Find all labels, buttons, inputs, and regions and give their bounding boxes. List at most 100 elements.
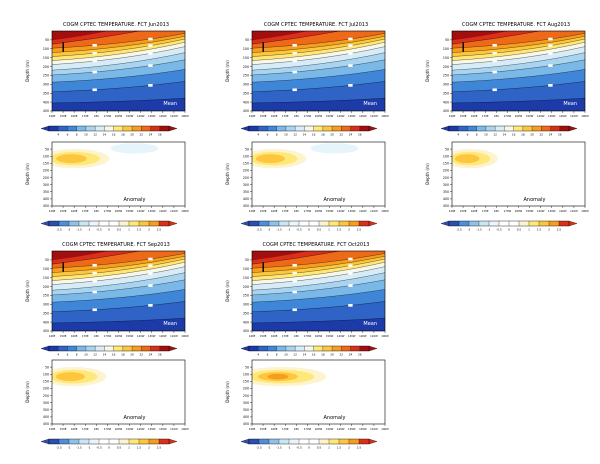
y-tick-label: 100: [43, 372, 49, 376]
contour-line: [52, 253, 185, 269]
colorbar-label: 26: [158, 353, 162, 357]
y-tick-label: 200: [443, 169, 449, 173]
y-axis-label: Depth (m): [25, 60, 30, 82]
contour-label-box: [548, 84, 553, 87]
y-tick-label: 450: [443, 109, 449, 113]
x-tick-label: 140W: [537, 114, 545, 118]
x-tick-label: 120W: [159, 427, 167, 431]
plot-marker: [462, 42, 464, 52]
colorbar-label: 2.5: [557, 228, 562, 232]
contour-label-box: [92, 271, 97, 275]
colorbar-left-arrow: [240, 438, 250, 445]
colorbar-label: 2: [348, 228, 350, 232]
x-tick-label: 150E: [460, 209, 467, 213]
colorbar-label: 0: [308, 446, 310, 450]
colorbar-segment: [259, 221, 269, 226]
colorbar-segment: [322, 126, 333, 131]
x-tick-label: 140W: [137, 114, 145, 118]
colorbar-label: -2.5: [56, 446, 62, 450]
panel-annotation: Anomaly: [323, 197, 345, 203]
x-tick-label: 170W: [504, 209, 512, 213]
x-tick-label: 150W: [126, 114, 134, 118]
x-tick-label: 150E: [260, 427, 267, 431]
contour-label-box: [148, 52, 153, 55]
contour-line: [52, 262, 185, 281]
contour-fill-band: [52, 31, 108, 41]
x-tick-label: 170E: [282, 209, 289, 213]
x-tick-label: 180: [494, 209, 499, 213]
colorbar-segment: [249, 346, 259, 351]
x-tick-label: 100W: [581, 114, 589, 118]
colorbar-label: 6: [67, 353, 69, 357]
colorbar-label: 26: [158, 133, 162, 137]
colorbar-segment: [85, 346, 96, 351]
panel-title: COGM CPTEC TEMPERATURE. FCT Jul2013: [263, 22, 369, 28]
colorbar-segment: [59, 221, 69, 226]
colorbar-label: 2: [348, 446, 350, 450]
x-tick-label: 110W: [570, 209, 578, 213]
colorbar-segment: [267, 126, 277, 131]
colorbar-right-arrow: [368, 125, 378, 132]
colorbar-label: -0.5: [96, 446, 102, 450]
colorbar-segment: [49, 346, 59, 351]
x-tick-label: 170W: [104, 427, 112, 431]
plot-area: [252, 360, 385, 424]
contour-line: [52, 256, 185, 273]
y-axis-label: Depth (m): [25, 163, 30, 185]
colorbar-segment: [329, 439, 339, 444]
colorbar-segment: [339, 439, 349, 444]
contour-line: [252, 81, 385, 92]
x-tick-label: 150E: [60, 334, 67, 338]
colorbar-label: 8: [76, 133, 78, 137]
contour-line: [52, 251, 140, 265]
colorbar-label: 18: [121, 133, 125, 137]
colorbar: 4 6 8 10 12 14 16 18 20 22 24 26: [240, 345, 378, 357]
y-tick-label: 200: [243, 169, 249, 173]
contour-label-box: [292, 271, 297, 275]
plot-area: [252, 142, 385, 206]
y-tick-label: 400: [243, 415, 249, 419]
colorbar-label: 4: [257, 133, 259, 137]
colorbar-label: 10: [84, 353, 88, 357]
colorbar-segment: [159, 221, 169, 226]
contour-line: [452, 59, 585, 76]
plot-marker: [262, 42, 264, 52]
contour-line: [252, 318, 385, 324]
warm-anomaly-core: [56, 154, 87, 164]
x-tick-label: 120W: [359, 427, 367, 431]
contour-label-box: [148, 44, 153, 48]
colorbar-segment: [69, 221, 79, 226]
colorbar-segment: [332, 346, 342, 351]
y-tick-label: 150: [443, 56, 449, 60]
y-tick-label: 100: [443, 47, 449, 51]
contour-label-box: [292, 264, 297, 267]
y-tick-label: 300: [43, 183, 49, 187]
y-tick-label: 150: [443, 162, 449, 166]
x-tick-label: 140E: [49, 114, 56, 118]
colorbar-segment: [285, 126, 296, 131]
contour-line: [252, 31, 340, 45]
colorbar: -2.5 -2 -1.5 -1 -0.5 0 0.5 1 1.5 2 2.5: [240, 438, 378, 450]
colorbar-segment: [104, 346, 114, 351]
colorbar-segment: [309, 439, 319, 444]
colorbar-label: -2.5: [256, 446, 262, 450]
x-tick-label: 140W: [337, 334, 345, 338]
colorbar-label: 22: [540, 133, 544, 137]
colorbar-label: -2: [68, 446, 71, 450]
colorbar-segment: [58, 346, 68, 351]
warm-anomaly-core: [255, 154, 285, 164]
x-tick-label: 140W: [137, 209, 145, 213]
x-tick-label: 160W: [315, 114, 323, 118]
contour-label-box: [92, 279, 97, 283]
colorbar-label: 14: [303, 353, 307, 357]
colorbar-segment: [113, 126, 123, 131]
x-tick-label: 160W: [115, 427, 123, 431]
contour-line: [252, 253, 385, 269]
colorbar-label: 2.5: [157, 228, 162, 232]
x-tick-label: 140E: [449, 114, 456, 118]
x-tick-label: 170E: [82, 114, 89, 118]
colorbar-label: 4: [257, 353, 259, 357]
x-tick-label: 150E: [60, 114, 67, 118]
